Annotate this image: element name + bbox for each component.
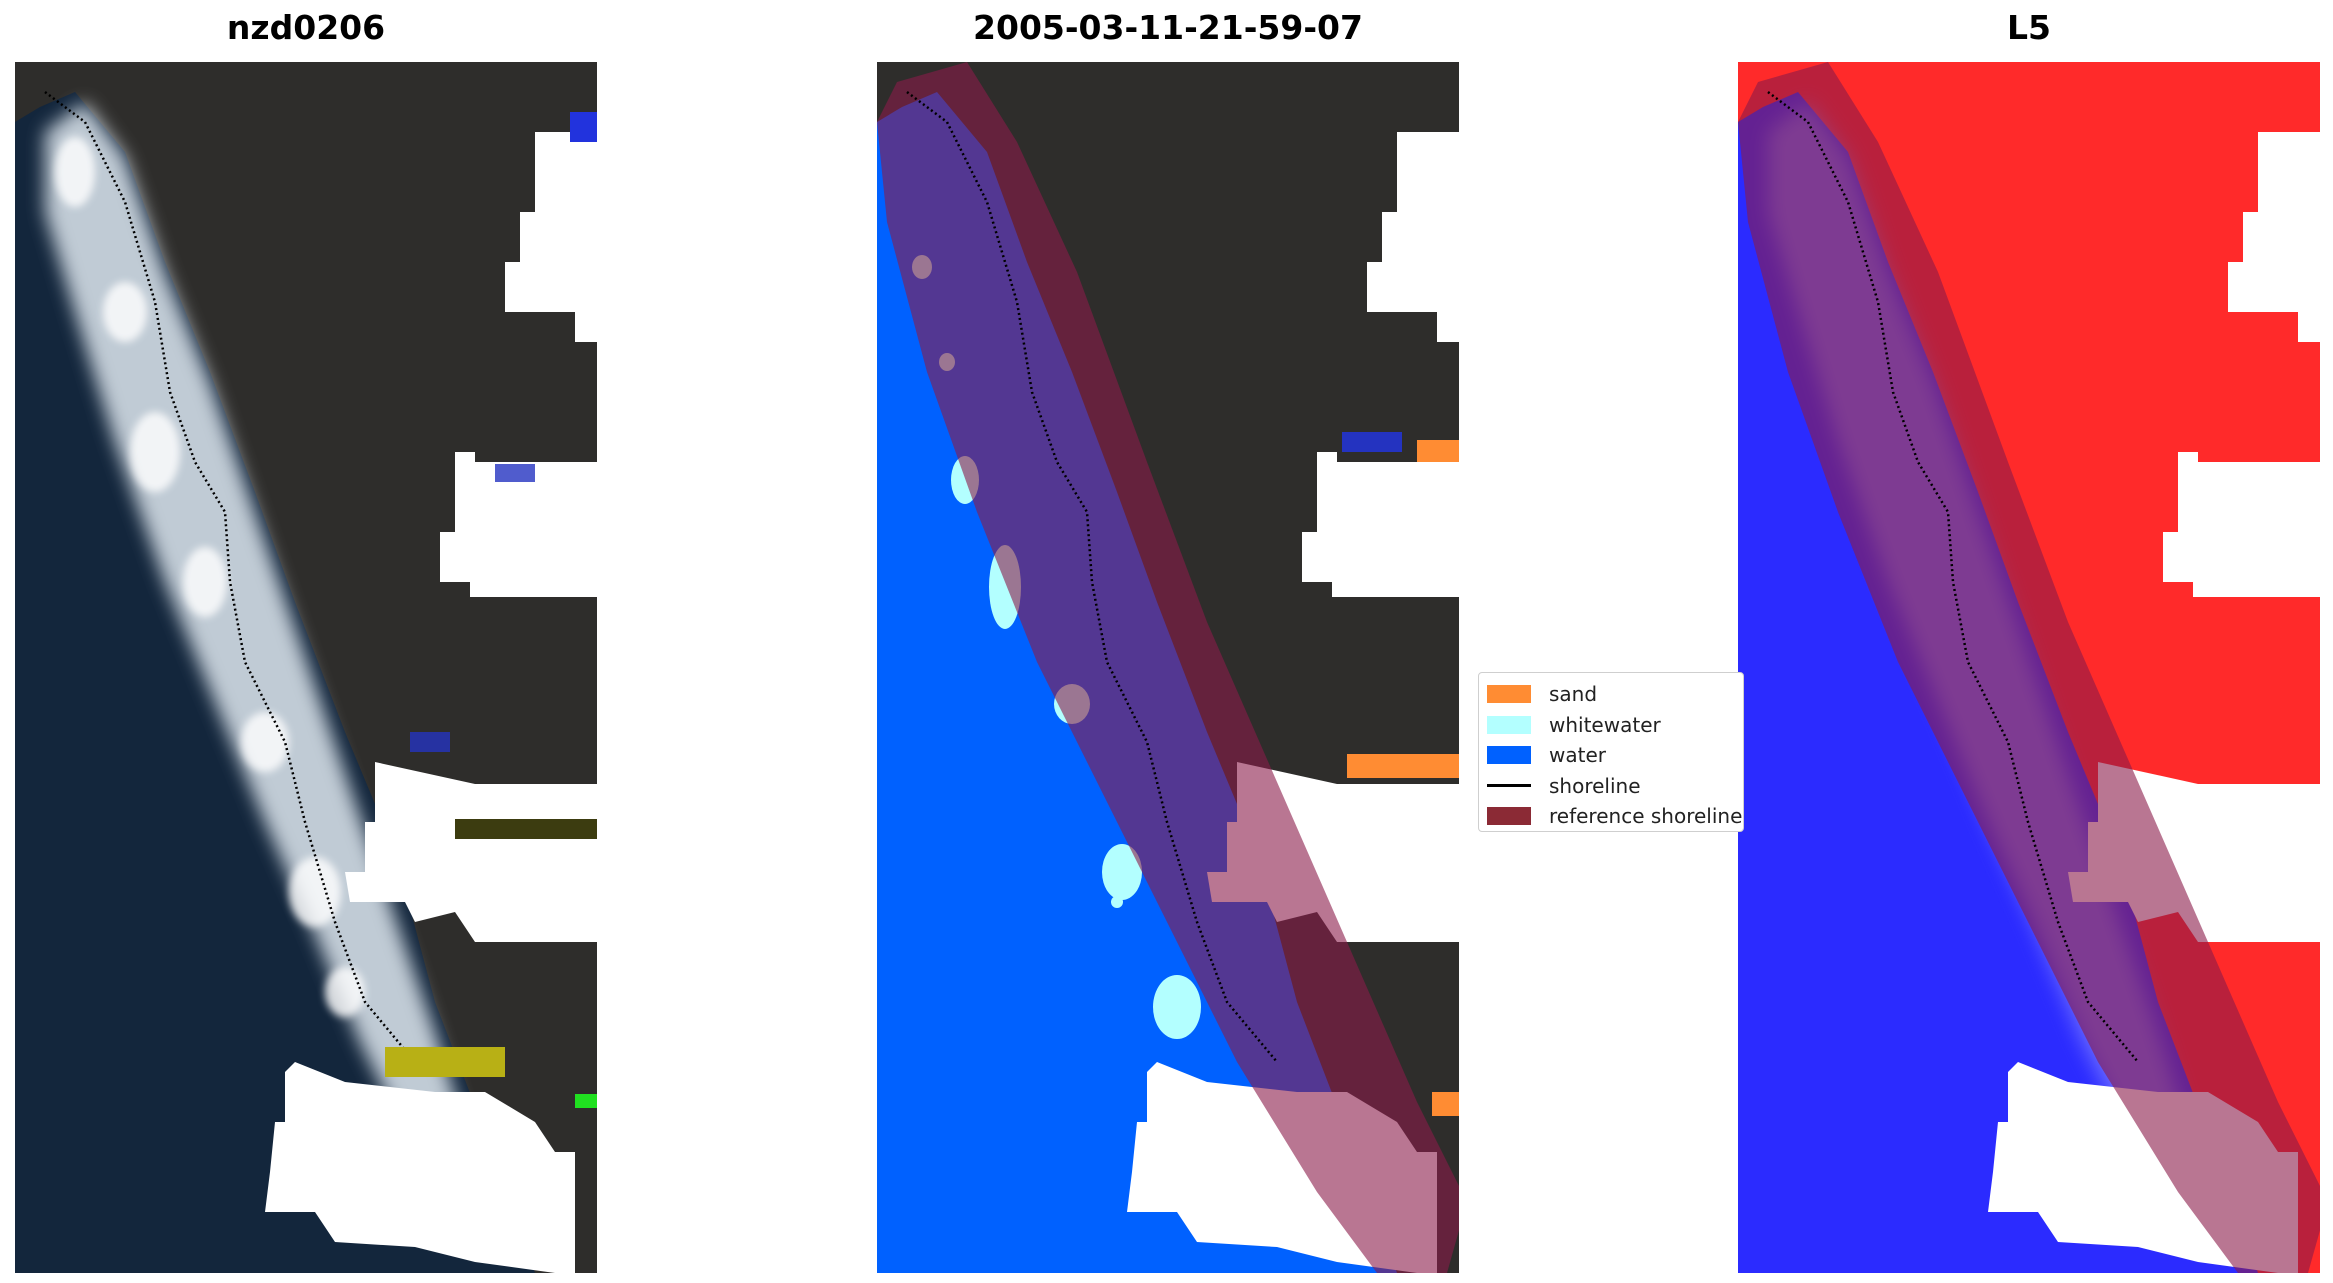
rgb-image-panel xyxy=(15,62,597,1273)
panel-title-index: L5 xyxy=(2007,8,2051,47)
legend-item-sand: sand xyxy=(1487,679,1735,710)
legend-item-water: water xyxy=(1487,740,1735,771)
cloud-mask xyxy=(265,132,597,1273)
sand-class xyxy=(1417,440,1459,462)
legend-label: sand xyxy=(1549,682,1598,707)
legend: sand whitewater water shoreline referenc… xyxy=(1478,672,1744,832)
legend-item-reference-shoreline: reference shoreline xyxy=(1487,801,1742,832)
shoreline xyxy=(44,91,416,1063)
classified-image xyxy=(877,62,1459,1273)
legend-item-shoreline: shoreline xyxy=(1487,771,1735,802)
legend-label: water xyxy=(1549,743,1606,768)
shoreline xyxy=(1767,91,2139,1063)
legend-label: shoreline xyxy=(1549,773,1641,798)
sand-class xyxy=(1432,1092,1459,1116)
panel-title-classified: 2005-03-11-21-59-07 xyxy=(973,8,1363,47)
rgb-image xyxy=(15,62,597,1273)
legend-patch-reference-shoreline xyxy=(1487,807,1531,826)
coastal-blue-pixels xyxy=(495,464,535,482)
legend-label: reference shoreline xyxy=(1549,804,1743,829)
coastal-blue-pixels xyxy=(410,732,450,752)
panel-title-rgb: nzd0206 xyxy=(226,8,386,47)
legend-patch-whitewater xyxy=(1487,715,1531,734)
legend-patch-sand xyxy=(1487,685,1531,704)
legend-label: whitewater xyxy=(1549,712,1661,737)
legend-patch-water xyxy=(1487,746,1531,765)
coastal-green-pixels xyxy=(575,1094,597,1108)
classified-image-panel xyxy=(877,62,1459,1273)
water-class-pixels xyxy=(1342,432,1402,452)
legend-line-shoreline xyxy=(1487,784,1531,788)
shoreline xyxy=(906,91,1278,1063)
coastal-yellow-pixels xyxy=(385,1047,505,1077)
sand-class xyxy=(1347,754,1459,778)
coastal-blue-pixels xyxy=(570,112,597,142)
index-image xyxy=(1738,62,2320,1273)
surf-zone xyxy=(45,102,485,1192)
legend-item-whitewater: whitewater xyxy=(1487,710,1735,741)
index-image-panel xyxy=(1738,62,2320,1273)
coastal-yellow-pixels xyxy=(455,819,597,839)
reference-shoreline-buffer xyxy=(1738,62,2320,1273)
reference-shoreline-buffer xyxy=(877,62,1459,1273)
